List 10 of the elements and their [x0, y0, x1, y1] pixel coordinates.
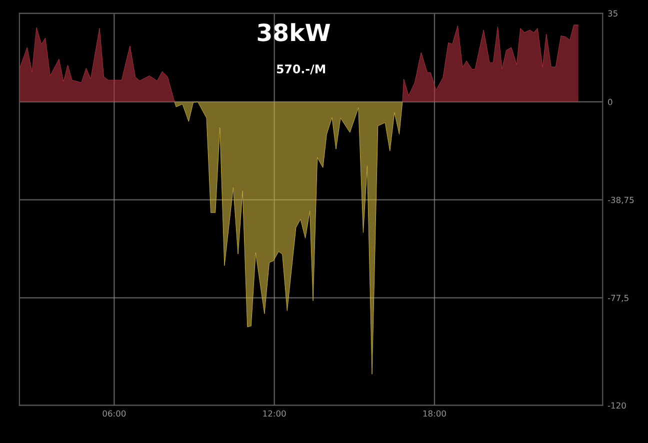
y-tick-label: -77,5 — [608, 294, 628, 302]
x-tick-label: 18:00 — [423, 410, 446, 417]
x-tick-label: 06:00 — [102, 410, 126, 417]
y-tick-label: 35 — [608, 10, 618, 17]
y-tick-label: 0 — [608, 98, 612, 106]
text: 570.-/M — [276, 64, 326, 74]
x-tick-label: 12:00 — [263, 410, 286, 417]
y-tick-label: -120 — [608, 402, 626, 409]
chart-title: 38kW — [258, 23, 330, 42]
y-tick-label: -38,75 — [608, 196, 634, 204]
